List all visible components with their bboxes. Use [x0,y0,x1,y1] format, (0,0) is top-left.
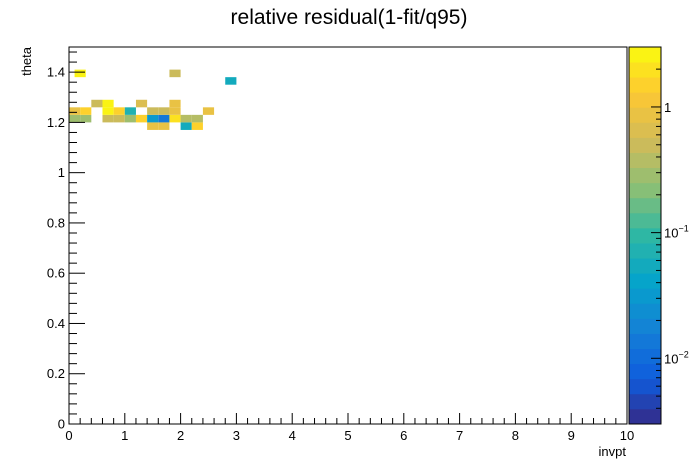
y-tick-label: 1.2 [47,115,65,130]
colorbar-level [629,273,661,289]
heatmap-cell [74,69,86,78]
x-tick-label: 2 [177,428,184,443]
colorbar [629,47,661,425]
colorbar-level [629,62,661,78]
heatmap-cell [169,114,181,123]
colorbar-level [629,107,661,123]
heatmap-cell [113,107,125,115]
x-axis: 0 1 2 3 4 5 6 7 8 9 10 [65,413,634,443]
colorbar-level [629,227,661,244]
x-tick-label: 9 [568,428,575,443]
colorbar-level [629,92,661,108]
heatmap-cell [135,114,148,123]
heatmap-cell [191,114,203,123]
heatmap-cell [180,122,192,130]
colorbar-axis: 10−2 10−1 1 [651,46,689,425]
colorbar-level [629,333,661,349]
heatmap-cell [191,122,203,130]
y-tick-label: 0.2 [47,366,65,381]
colorbar-level [629,47,661,63]
heatmap-cell [124,114,136,123]
x-tick-label: 5 [344,428,351,443]
colorbar-level [629,77,661,93]
heatmap-cell [124,107,136,115]
colorbar-level [629,152,661,169]
x-tick-label: 8 [512,428,519,443]
colorbar-level [629,212,661,229]
heatmap-cell [102,114,114,123]
heatmap-cell [91,99,103,108]
heatmap-cells [69,69,237,130]
heatmap-cell [102,107,114,115]
heatmap-cell [169,107,181,115]
heatmap-cell [135,99,148,108]
x-tick-label: 7 [456,428,463,443]
y-tick-label: 0.4 [47,316,65,331]
colorbar-tick-label: 10−2 [664,349,689,366]
plot-frame [68,46,628,425]
colorbar-level [629,258,661,274]
y-tick-label: 0.8 [47,215,65,230]
y-tick-label: 0.6 [47,266,65,281]
colorbar-level [629,303,661,319]
colorbar-frame [628,46,662,425]
heatmap-cell [80,107,92,115]
colorbar-level [629,348,661,365]
heatmap-cell [202,107,215,115]
colorbar-level [629,378,661,395]
heatmap-cell [113,114,125,123]
x-tick-label: 4 [289,428,296,443]
heatmap-cell [158,122,170,130]
chart-title: relative residual(1-fit/q95) [231,6,468,29]
colorbar-level [629,122,661,138]
colorbar-tick-label: 10−1 [664,224,689,241]
y-axis: 0 0.2 0.4 0.6 0.8 1 1.2 1.4 [47,51,85,432]
heatmap-cell [102,99,114,108]
colorbar-level [629,167,661,184]
colorbar-level [629,408,661,425]
y-axis-label: theta [19,46,34,76]
heatmap-cell [80,114,92,123]
heatmap-cell [69,114,81,123]
heatmap-cell [169,69,181,78]
colorbar-level [629,137,661,153]
heatmap-cell [169,99,181,108]
heatmap-cell [69,107,81,115]
x-tick-label: 10 [620,428,634,443]
colorbar-level [629,243,661,259]
colorbar-level [629,197,661,214]
colorbar-level [629,363,661,380]
x-axis-label: invpt [599,444,627,459]
x-tick-label: 6 [400,428,407,443]
heatmap-cell [180,114,192,123]
colorbar-level [629,182,661,199]
y-tick-label: 0 [58,417,65,432]
colorbar-level [629,288,661,304]
y-tick-label: 1 [58,165,65,180]
colorbar-tick-label: 1 [664,100,671,115]
heatmap-cell [158,107,170,115]
heatmap-cell [225,77,237,85]
colorbar-level [629,318,661,334]
x-tick-label: 1 [121,428,128,443]
y-tick-label: 1.4 [47,65,65,80]
x-tick-label: 0 [65,428,72,443]
x-tick-label: 3 [233,428,240,443]
heatmap-cell [147,122,159,130]
heatmap-cell [147,114,159,123]
heatmap-cell [147,107,159,115]
heatmap-cell [158,114,170,123]
colorbar-level [629,393,661,410]
